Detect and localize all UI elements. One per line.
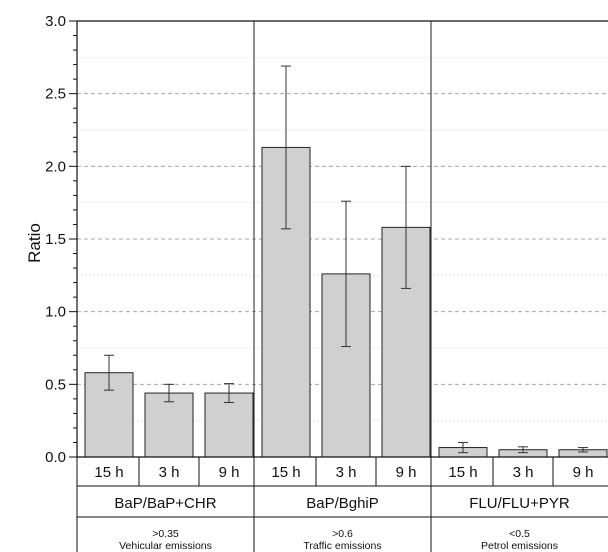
y-tick-label: 1.5 (45, 231, 66, 248)
source-label: Vehicular emissions (119, 540, 212, 552)
threshold-label: >0.6 (332, 528, 353, 540)
x-category-label: 9 h (396, 464, 417, 481)
y-axis-label: Ratio (25, 223, 44, 263)
x-category-label: 15 h (271, 464, 300, 481)
threshold-label: >0.35 (152, 528, 179, 540)
bar (144, 392, 194, 458)
x-category-label: 9 h (573, 464, 594, 481)
x-category-label: 3 h (336, 464, 357, 481)
x-category-label: 15 h (448, 464, 477, 481)
bars (84, 65, 608, 458)
x-category-label: 3 h (159, 464, 180, 481)
group-label: FLU/FLU+PYR (469, 495, 570, 512)
y-tick-label: 0.5 (45, 376, 66, 393)
y-tick-label: 3.0 (45, 13, 66, 30)
y-tick-label: 2.0 (45, 158, 66, 175)
source-label: Petrol emissions (481, 540, 558, 552)
y-tick-label: 2.5 (45, 86, 66, 103)
group-label: BaP/BaP+CHR (114, 495, 216, 512)
source-label: Traffic emissions (303, 540, 381, 552)
y-axis: 0.0 0.5 1.0 1.5 2.0 2.5 3.0 (45, 13, 608, 466)
y-tick-label: 1.0 (45, 304, 66, 321)
threshold-label: <0.5 (509, 528, 530, 540)
x-category-label: 3 h (513, 464, 534, 481)
y-tick-label: 0.0 (45, 449, 66, 466)
x-category-label: 15 h (94, 464, 123, 481)
x-category-label: 9 h (219, 464, 240, 481)
group-label: BaP/BghiP (306, 495, 379, 512)
